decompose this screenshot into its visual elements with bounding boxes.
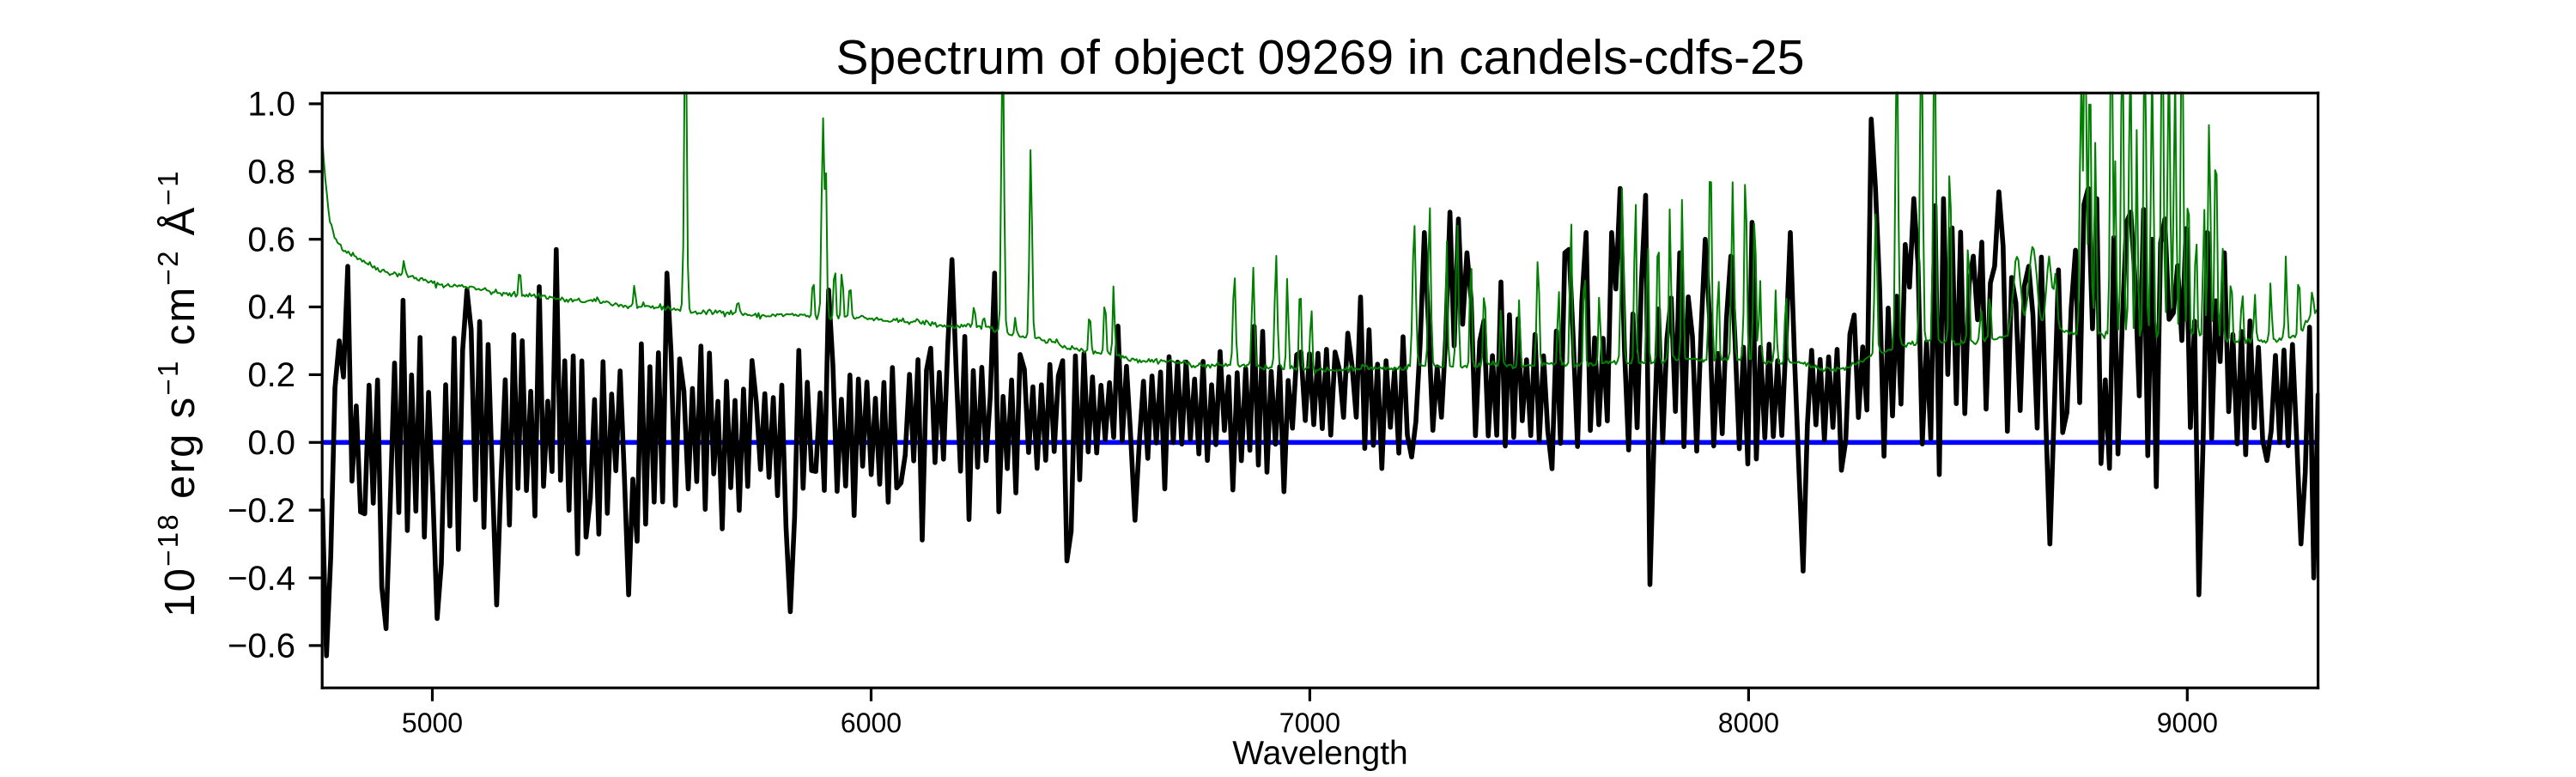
svg-text:0.8: 0.8	[247, 154, 295, 191]
svg-text:7000: 7000	[1279, 707, 1340, 738]
svg-text:0.2: 0.2	[247, 356, 295, 394]
svg-text:0.0: 0.0	[247, 424, 295, 462]
svg-text:−0.4: −0.4	[228, 560, 295, 598]
svg-text:−0.2: −0.2	[228, 492, 295, 530]
svg-text:0.4: 0.4	[247, 288, 295, 326]
svg-text:0.6: 0.6	[247, 221, 295, 258]
svg-text:Wavelength: Wavelength	[1232, 735, 1408, 772]
svg-text:9000: 9000	[2157, 707, 2218, 738]
svg-text:8000: 8000	[1718, 707, 1779, 738]
svg-text:1.0: 1.0	[247, 86, 295, 124]
svg-text:Spectrum of object 09269 in ca: Spectrum of object 09269 in candels-cdfs…	[836, 30, 1805, 85]
svg-text:−0.6: −0.6	[228, 628, 295, 665]
svg-text:6000: 6000	[841, 707, 902, 738]
svg-text:5000: 5000	[402, 707, 463, 738]
